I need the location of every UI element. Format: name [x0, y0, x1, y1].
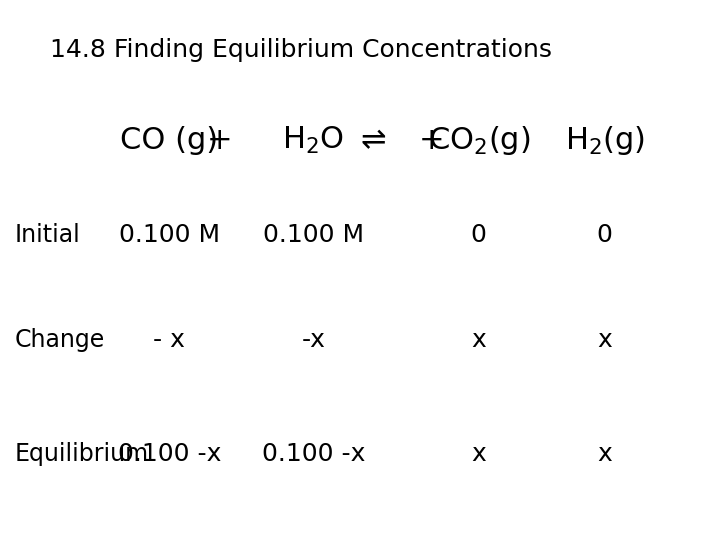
Text: 0.100 M: 0.100 M	[263, 223, 364, 247]
Text: +: +	[207, 126, 233, 155]
Text: x: x	[598, 442, 612, 465]
Text: x: x	[472, 442, 486, 465]
Text: - x: - x	[153, 328, 185, 352]
Text: +: +	[419, 126, 445, 155]
Text: x: x	[598, 328, 612, 352]
Text: 14.8 Finding Equilibrium Concentrations: 14.8 Finding Equilibrium Concentrations	[50, 38, 552, 62]
Text: H$_2$O: H$_2$O	[282, 125, 344, 156]
Text: 0.100 -x: 0.100 -x	[117, 442, 221, 465]
Text: 0: 0	[471, 223, 487, 247]
Text: -x: -x	[301, 328, 325, 352]
Text: x: x	[472, 328, 486, 352]
Text: 0: 0	[597, 223, 613, 247]
Text: $\rightleftharpoons$: $\rightleftharpoons$	[355, 126, 387, 155]
Text: CO$_2$(g): CO$_2$(g)	[428, 124, 530, 157]
Text: 0.100 -x: 0.100 -x	[261, 442, 365, 465]
Text: 0.100 M: 0.100 M	[119, 223, 220, 247]
Text: Change: Change	[14, 328, 104, 352]
Text: CO (g): CO (g)	[120, 126, 218, 155]
Text: Equilibrium: Equilibrium	[14, 442, 148, 465]
Text: Initial: Initial	[14, 223, 80, 247]
Text: H$_2$(g): H$_2$(g)	[564, 124, 645, 157]
